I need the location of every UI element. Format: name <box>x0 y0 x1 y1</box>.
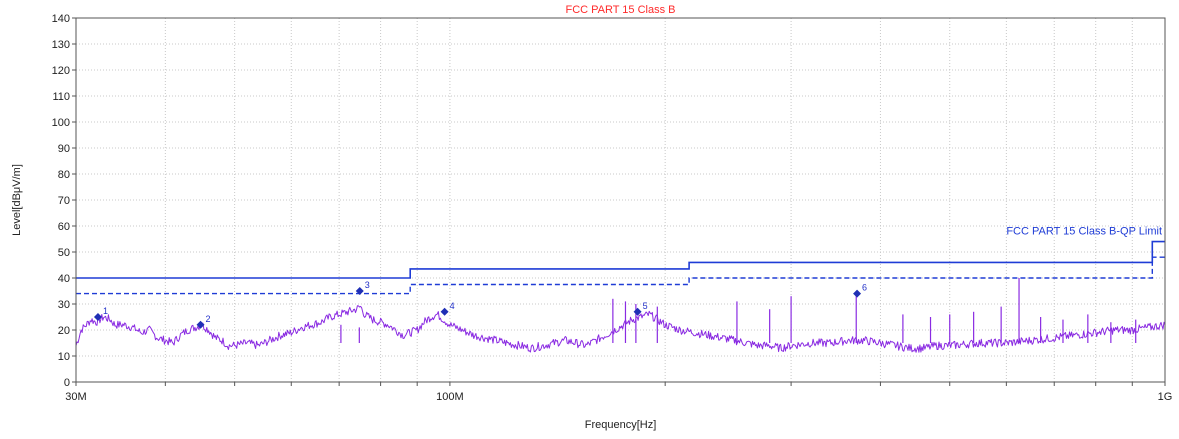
x-tick-label: 30M <box>65 391 86 403</box>
y-tick-label: 120 <box>52 65 70 77</box>
peak-marker <box>633 307 642 316</box>
y-tick-label: 70 <box>58 195 70 207</box>
y-tick-label: 140 <box>52 13 70 25</box>
x-axis-label: Frequency[Hz] <box>585 419 657 431</box>
y-tick-label: 90 <box>58 143 70 155</box>
y-tick-label: 60 <box>58 221 70 233</box>
chart-title: FCC PART 15 Class B <box>565 4 675 16</box>
y-tick-label: 130 <box>52 39 70 51</box>
qp-margin-line <box>76 256 1165 295</box>
marker-layer: 1 2 3 4 5 6 <box>93 280 867 329</box>
peak-marker <box>440 307 449 316</box>
series-layer <box>75 240 1166 353</box>
y-tick-label: 30 <box>58 299 70 311</box>
peak-marker <box>196 320 205 329</box>
y-tick-label: 50 <box>58 247 70 259</box>
x-tick-label: 1G <box>1158 391 1173 403</box>
x-tick-label: 100M <box>436 391 464 403</box>
y-axis-label: Level[dBμV/m] <box>11 164 23 236</box>
peak-marker-label: 3 <box>365 280 370 290</box>
peak-marker <box>355 287 364 295</box>
peak-marker-label: 2 <box>206 314 211 324</box>
y-tick-label: 80 <box>58 169 70 181</box>
tick-layer: 0 10 20 30 40 50 60 70 80 90 100 110 120 130 140 30M 100… <box>52 13 1173 403</box>
y-tick-label: 110 <box>52 91 70 103</box>
limit-line-label: FCC PART 15 Class B-QP Limit <box>1006 226 1162 238</box>
peak-marker-label: 6 <box>862 283 867 293</box>
y-tick-label: 0 <box>64 377 70 389</box>
peak-marker-label: 1 <box>103 306 108 316</box>
y-tick-label: 10 <box>58 351 70 363</box>
peak-marker-label: 5 <box>643 301 648 311</box>
qp-limit-line <box>76 240 1165 279</box>
peak-marker <box>853 289 862 298</box>
y-tick-label: 40 <box>58 273 70 285</box>
plot-frame <box>75 17 1166 383</box>
y-tick-label: 20 <box>58 325 70 337</box>
y-tick-label: 100 <box>52 117 70 129</box>
peak-marker <box>93 313 102 321</box>
peak-marker-label: 4 <box>450 301 455 311</box>
measurement-trace <box>75 305 1166 353</box>
